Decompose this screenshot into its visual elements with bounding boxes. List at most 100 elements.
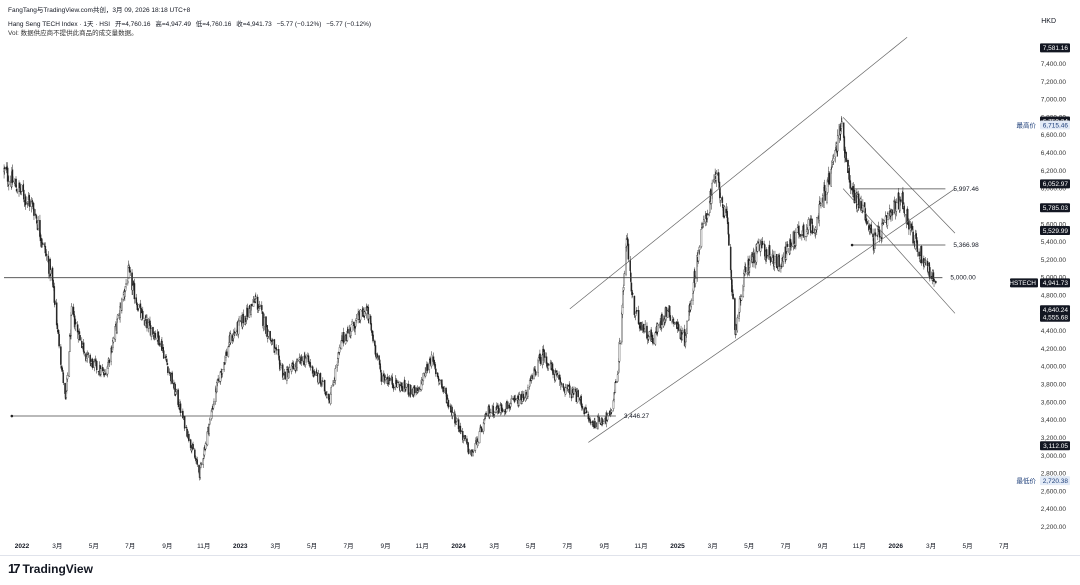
candle-body[interactable] xyxy=(189,439,192,448)
candle-body[interactable] xyxy=(258,307,260,311)
candle-body[interactable] xyxy=(221,369,224,374)
candle-body[interactable] xyxy=(296,360,299,362)
candle-body[interactable] xyxy=(269,330,271,340)
candle-body[interactable] xyxy=(834,149,837,158)
candle-body[interactable] xyxy=(305,357,307,360)
candle-body[interactable] xyxy=(414,387,416,394)
candle-body[interactable] xyxy=(598,417,600,422)
candle-body[interactable] xyxy=(658,324,661,326)
candle-body[interactable] xyxy=(108,359,111,363)
candle-body[interactable] xyxy=(456,418,458,422)
candle-body[interactable] xyxy=(848,167,850,180)
candle-body[interactable] xyxy=(75,322,77,324)
candle-body[interactable] xyxy=(849,180,852,189)
candle-body[interactable] xyxy=(274,347,276,352)
candle-body[interactable] xyxy=(483,419,486,424)
candle-body[interactable] xyxy=(562,383,565,388)
candle-body[interactable] xyxy=(522,396,525,400)
candle-body[interactable] xyxy=(455,422,457,425)
candle-body[interactable] xyxy=(87,353,90,355)
candle-body[interactable] xyxy=(564,387,567,395)
candle-body[interactable] xyxy=(891,209,893,216)
candle-body[interactable] xyxy=(863,202,866,207)
candle-body[interactable] xyxy=(828,172,831,185)
candle-body[interactable] xyxy=(70,306,73,316)
candle-body[interactable] xyxy=(623,273,626,286)
candle-body[interactable] xyxy=(338,347,341,353)
trend-line-downtrend-upper[interactable] xyxy=(842,117,956,234)
candle-body[interactable] xyxy=(622,291,624,308)
candle-body[interactable] xyxy=(669,315,672,321)
candle-body[interactable] xyxy=(78,331,81,335)
candle-body[interactable] xyxy=(114,326,117,340)
candle-body[interactable] xyxy=(644,323,646,332)
candle-body[interactable] xyxy=(694,278,697,284)
candle-body[interactable] xyxy=(768,245,771,256)
candle-body[interactable] xyxy=(261,305,263,311)
candle-body[interactable] xyxy=(287,372,290,379)
candle-body[interactable] xyxy=(715,173,718,181)
candle-body[interactable] xyxy=(262,312,264,327)
candle-body[interactable] xyxy=(238,320,240,323)
candle-body[interactable] xyxy=(275,349,278,351)
candle-body[interactable] xyxy=(399,385,402,391)
candle-body[interactable] xyxy=(309,362,312,368)
candle-body[interactable] xyxy=(612,400,615,409)
candle-body[interactable] xyxy=(359,309,362,321)
candle-body[interactable] xyxy=(112,337,115,343)
candle-body[interactable] xyxy=(539,356,542,364)
candle-body[interactable] xyxy=(245,320,248,322)
candle-body[interactable] xyxy=(177,404,180,408)
candle-body[interactable] xyxy=(488,413,491,418)
candle-body[interactable] xyxy=(696,255,698,279)
candle-body[interactable] xyxy=(661,313,663,326)
candle-body[interactable] xyxy=(585,410,588,414)
candle-body[interactable] xyxy=(589,419,591,422)
candle-body[interactable] xyxy=(162,350,165,359)
candle-body[interactable] xyxy=(897,192,900,210)
candle-body[interactable] xyxy=(764,244,766,257)
candle-body[interactable] xyxy=(493,412,496,415)
candle-body[interactable] xyxy=(722,204,724,207)
candle-body[interactable] xyxy=(633,295,636,315)
candle-body[interactable] xyxy=(778,254,780,267)
candle-body[interactable] xyxy=(673,322,676,324)
candle-body[interactable] xyxy=(543,352,546,358)
candle-body[interactable] xyxy=(401,386,404,392)
candle-body[interactable] xyxy=(692,282,695,292)
candle-body[interactable] xyxy=(45,254,48,256)
candle-body[interactable] xyxy=(506,401,508,410)
candle-body[interactable] xyxy=(36,220,38,224)
candle-body[interactable] xyxy=(347,329,349,334)
candle-body[interactable] xyxy=(62,372,65,384)
candle-body[interactable] xyxy=(363,311,366,317)
candle-body[interactable] xyxy=(665,307,667,317)
candle-body[interactable] xyxy=(630,282,633,292)
candle-body[interactable] xyxy=(124,291,126,297)
candle-body[interactable] xyxy=(256,296,259,310)
candle-body[interactable] xyxy=(824,190,826,201)
candle-body[interactable] xyxy=(451,412,454,416)
candle-body[interactable] xyxy=(393,387,395,389)
candle-body[interactable] xyxy=(91,359,94,368)
candle-body[interactable] xyxy=(179,403,182,413)
candle-body[interactable] xyxy=(244,317,247,322)
candle-body[interactable] xyxy=(602,421,605,425)
candle-body[interactable] xyxy=(234,332,236,334)
candle-body[interactable] xyxy=(139,303,142,308)
candle-body[interactable] xyxy=(116,314,119,319)
candle-body[interactable] xyxy=(883,220,885,223)
candle-body[interactable] xyxy=(481,428,483,433)
candle-body[interactable] xyxy=(407,383,410,395)
candle-body[interactable] xyxy=(610,410,613,413)
candle-body[interactable] xyxy=(41,242,44,245)
candle-body[interactable] xyxy=(288,367,291,373)
candle-body[interactable] xyxy=(340,340,343,350)
candle-body[interactable] xyxy=(447,398,449,400)
candle-body[interactable] xyxy=(685,335,687,343)
candle-body[interactable] xyxy=(16,191,18,193)
candle-body[interactable] xyxy=(58,334,60,347)
candle-body[interactable] xyxy=(227,346,230,357)
candle-body[interactable] xyxy=(292,363,295,370)
candle-body[interactable] xyxy=(220,371,222,373)
